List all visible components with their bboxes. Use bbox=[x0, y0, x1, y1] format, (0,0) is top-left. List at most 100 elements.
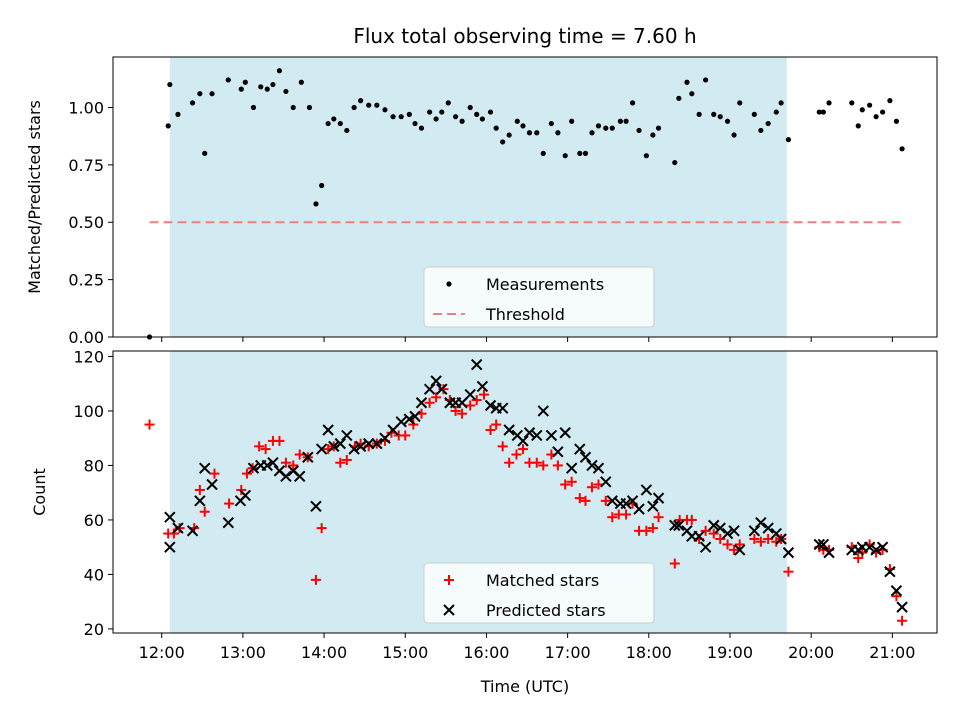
matched-star-point bbox=[700, 525, 711, 536]
matched-star-point bbox=[621, 509, 632, 520]
matched-star-point bbox=[274, 435, 285, 446]
measurement-point bbox=[623, 118, 629, 124]
predicted-star-point bbox=[592, 462, 605, 474]
measurement-point bbox=[493, 125, 499, 131]
predicted-star-point bbox=[354, 440, 367, 453]
x-tick-label: 14:00 bbox=[301, 643, 347, 662]
measurement-point bbox=[445, 100, 451, 106]
matched-star-point bbox=[517, 444, 528, 455]
measurement-point bbox=[816, 109, 822, 115]
top-legend: Measurements Threshold bbox=[423, 266, 655, 328]
measurement-point bbox=[459, 118, 465, 124]
matched-star-point bbox=[853, 553, 864, 564]
matched-star-point bbox=[465, 400, 476, 411]
matched-star-point bbox=[600, 495, 611, 506]
legend-swatch bbox=[443, 604, 455, 616]
predicted-star-point bbox=[586, 459, 598, 472]
measurement-point bbox=[209, 91, 215, 97]
predicted-star-point bbox=[470, 358, 483, 371]
predicted-star-point bbox=[328, 440, 340, 453]
measurement-point bbox=[418, 125, 425, 131]
predicted-star-point bbox=[310, 500, 322, 513]
predicted-star-point bbox=[517, 435, 529, 447]
measurement-point bbox=[773, 109, 779, 115]
x-tick-label: 19:00 bbox=[707, 643, 753, 662]
matched-star-point bbox=[491, 419, 502, 430]
predicted-star-point bbox=[640, 484, 653, 496]
measurement-point bbox=[636, 127, 642, 134]
measurement-point bbox=[540, 150, 546, 156]
measurement-point bbox=[452, 114, 459, 120]
matched-star-point bbox=[647, 523, 658, 534]
matched-star-point bbox=[341, 454, 352, 465]
predicted-star-point bbox=[239, 489, 252, 502]
predicted-star-point bbox=[496, 402, 509, 414]
measurement-point bbox=[298, 79, 304, 85]
y-tick-label: 20 bbox=[84, 620, 104, 639]
matched-star-point bbox=[511, 449, 522, 460]
top-series-layer bbox=[146, 68, 905, 340]
predicted-star-point bbox=[503, 424, 515, 436]
measurement-point bbox=[534, 130, 540, 136]
measurement-point bbox=[751, 111, 757, 117]
predicted-star-point bbox=[574, 443, 586, 455]
y-tick-label: 1.00 bbox=[68, 98, 104, 117]
measurement-point bbox=[175, 111, 181, 117]
measurement-point bbox=[867, 102, 873, 108]
matched-star-point bbox=[734, 539, 745, 550]
measurement-point bbox=[479, 116, 485, 122]
matched-star-point bbox=[574, 493, 585, 504]
predicted-star-point bbox=[669, 519, 681, 532]
predicted-star-point bbox=[280, 470, 292, 483]
predicted-star-point bbox=[620, 497, 632, 510]
matched-star-point bbox=[783, 566, 794, 577]
measurement-point bbox=[270, 81, 276, 88]
measurement-point bbox=[696, 111, 702, 117]
matched-star-point bbox=[560, 479, 571, 490]
y-tick-label: 0.00 bbox=[68, 328, 104, 347]
measurement-point bbox=[433, 116, 439, 122]
legend-label: Matched stars bbox=[486, 571, 599, 590]
top-axes-frame bbox=[112, 56, 938, 338]
predicted-star-point bbox=[430, 375, 442, 387]
measurement-point bbox=[412, 120, 418, 127]
measurement-point bbox=[569, 118, 575, 124]
predicted-star-point bbox=[884, 565, 896, 578]
predicted-star-point bbox=[552, 446, 564, 458]
measurement-point bbox=[880, 109, 886, 115]
measurement-point bbox=[344, 127, 350, 134]
matched-star-point bbox=[485, 425, 496, 436]
predicted-star-point bbox=[341, 429, 353, 442]
predicted-star-point bbox=[606, 495, 618, 507]
predicted-star-point bbox=[186, 525, 199, 537]
predicted-star-point bbox=[633, 503, 645, 515]
predicted-star-point bbox=[523, 427, 536, 439]
y-tick-label: 0.50 bbox=[68, 213, 104, 232]
measurement-point bbox=[167, 81, 173, 88]
predicted-star-point bbox=[579, 451, 592, 463]
top-x-ticks bbox=[161, 337, 893, 342]
matched-star-point bbox=[669, 558, 680, 569]
legend-swatch bbox=[444, 575, 454, 585]
matched-star-point bbox=[686, 514, 697, 525]
matched-star-point bbox=[174, 523, 185, 534]
predicted-star-point bbox=[699, 541, 712, 553]
measurement-point bbox=[595, 123, 602, 129]
measurement-point bbox=[643, 153, 649, 159]
matched-star-point bbox=[294, 449, 305, 460]
predicted-star-point bbox=[748, 525, 761, 537]
matched-star-point bbox=[438, 384, 449, 395]
measurement-point bbox=[765, 120, 771, 127]
measurement-point bbox=[337, 120, 343, 127]
measurement-point bbox=[849, 100, 855, 106]
measurement-point bbox=[374, 102, 380, 108]
predicted-star-point bbox=[626, 495, 639, 507]
matched-star-point bbox=[144, 419, 155, 430]
measurement-point bbox=[382, 107, 388, 113]
matched-star-point bbox=[708, 528, 719, 539]
measurement-point bbox=[427, 109, 433, 115]
measurement-point bbox=[899, 146, 905, 152]
predicted-star-point bbox=[302, 451, 314, 463]
predicted-star-point bbox=[647, 500, 659, 513]
predicted-star-point bbox=[247, 462, 260, 474]
